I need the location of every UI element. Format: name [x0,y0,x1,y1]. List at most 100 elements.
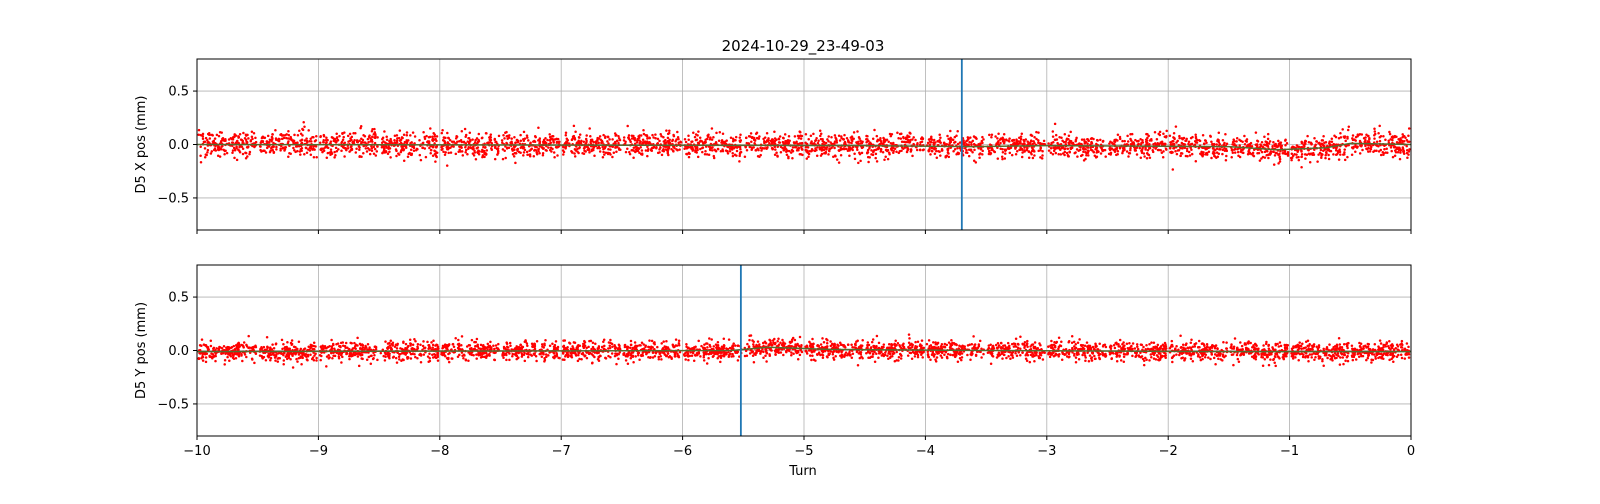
data-point [486,149,489,152]
data-point [607,355,610,358]
data-point [676,131,679,134]
data-point [494,359,497,362]
data-point [547,354,550,357]
data-point [303,153,306,156]
data-point [636,139,639,142]
data-point [1116,139,1119,142]
data-point [474,139,477,142]
data-point [890,142,893,145]
data-point [1382,135,1385,138]
data-point [1172,147,1175,150]
data-point [1265,143,1268,146]
data-point [326,355,329,358]
data-point [868,156,871,159]
data-point [239,151,242,154]
data-point [573,352,576,355]
data-point [1361,133,1364,136]
data-point [922,138,925,141]
data-point [486,355,489,358]
data-point [315,359,318,362]
data-point [406,134,409,137]
data-point [1388,131,1391,134]
data-point [735,136,738,139]
data-point [1064,133,1067,136]
data-point [1301,153,1304,156]
data-point [393,139,396,142]
data-point [1218,141,1221,144]
data-point [1311,153,1314,156]
data-point [1028,157,1031,160]
data-point [694,136,697,139]
data-point [696,134,699,137]
data-point [434,150,437,153]
data-point [727,152,730,155]
data-point [432,340,435,343]
data-point [517,148,520,151]
data-point [638,137,641,140]
data-point [1328,148,1331,151]
data-point [1290,159,1293,162]
data-point [607,347,610,350]
data-point [1328,158,1331,161]
data-point [241,360,244,363]
data-point [997,140,1000,143]
data-point [1127,155,1130,158]
data-point [573,125,576,128]
data-point [1305,140,1308,143]
data-point [300,149,303,152]
data-point [807,138,810,141]
data-point [846,137,849,140]
data-point [618,351,621,354]
data-point [810,135,813,138]
data-point [1195,136,1198,139]
data-point [282,363,285,366]
data-point [429,152,432,155]
data-point [394,135,397,138]
data-point [413,338,416,341]
data-point [474,345,477,348]
data-point [1236,137,1239,140]
data-point [281,339,284,342]
data-point [391,348,394,351]
data-point [569,342,572,345]
data-point [562,149,565,152]
data-point [1181,142,1184,145]
data-point [435,344,438,347]
data-point [834,154,837,157]
data-point [956,147,959,150]
data-point [1054,123,1057,126]
data-point [1210,157,1213,160]
data-point [291,355,294,358]
data-point [1359,152,1362,155]
data-point [249,151,252,154]
data-point [857,162,860,165]
data-point [822,140,825,143]
data-point [488,354,491,357]
data-point [590,348,593,351]
data-point [446,164,449,167]
data-point [1392,156,1395,159]
data-point [1142,141,1145,144]
data-point [1232,151,1235,154]
data-point [460,344,463,347]
data-point [461,335,464,338]
data-point [388,342,391,345]
data-point [1019,140,1022,143]
data-point [1352,139,1355,142]
data-point [975,161,978,164]
data-point [311,344,314,347]
data-point [1399,158,1402,161]
data-point [1015,153,1018,156]
data-point [1401,136,1404,139]
data-point [781,147,784,150]
data-point [1380,154,1383,157]
data-point [642,138,645,141]
data-point [1073,152,1076,155]
data-point [779,135,782,138]
data-point [1284,144,1287,147]
data-point [304,139,307,142]
data-point [347,135,350,138]
data-point [667,137,670,140]
data-point [617,135,620,138]
data-point [1091,142,1094,145]
